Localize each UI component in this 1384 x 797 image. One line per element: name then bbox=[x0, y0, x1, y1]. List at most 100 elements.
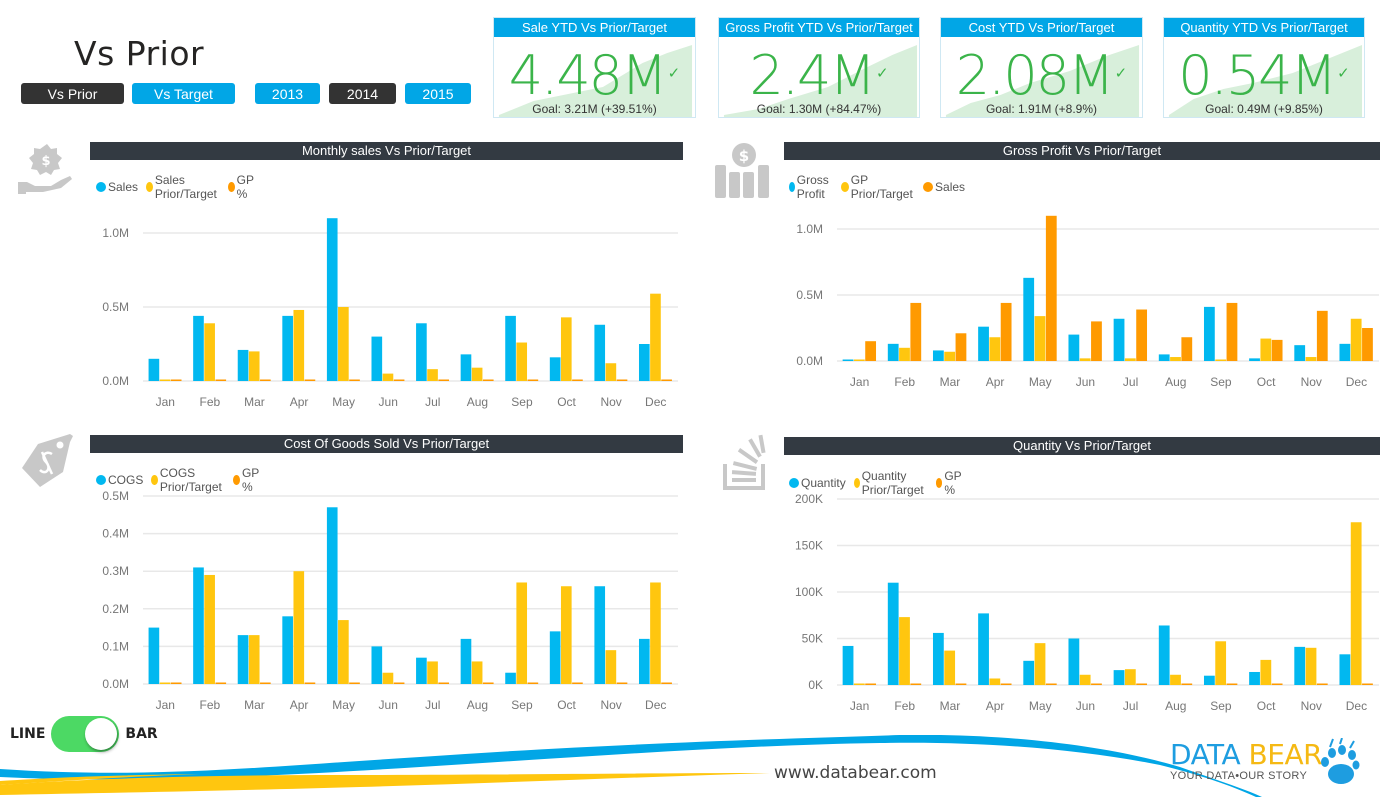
bar-cogs-jan[interactable] bbox=[148, 627, 160, 684]
bar-gp--jun[interactable] bbox=[1091, 683, 1102, 686]
bar-gp--sep[interactable] bbox=[527, 379, 539, 382]
bar-sales-prior-target-mar[interactable] bbox=[248, 351, 260, 381]
bar-sales-prior-target-aug[interactable] bbox=[471, 367, 483, 381]
bar-quantity-prior-target-apr[interactable] bbox=[989, 678, 1001, 685]
bar-sales-jan[interactable] bbox=[148, 358, 160, 381]
bar-quantity-dec[interactable] bbox=[1339, 654, 1351, 685]
bar-gp--aug[interactable] bbox=[482, 682, 494, 684]
bar-gp--nov[interactable] bbox=[1316, 683, 1328, 686]
bar-gp--dec[interactable] bbox=[1362, 683, 1373, 686]
bar-quantity-jan[interactable] bbox=[842, 645, 854, 685]
bar-sales-prior-target-nov[interactable] bbox=[605, 363, 617, 381]
bar-gp-prior-target-may[interactable] bbox=[1034, 316, 1046, 361]
bar-gp--dec[interactable] bbox=[661, 682, 672, 684]
bar-gp--apr[interactable] bbox=[304, 379, 316, 382]
bar-cogs-dec[interactable] bbox=[638, 638, 650, 684]
bar-gp--sep[interactable] bbox=[1226, 683, 1238, 686]
legend-item-sales[interactable]: Sales bbox=[923, 180, 965, 194]
bar-gp--feb[interactable] bbox=[910, 683, 922, 686]
legend-item-quantity[interactable]: Quantity bbox=[789, 476, 846, 490]
legend-item-sales[interactable]: Sales bbox=[96, 180, 138, 194]
bar-gross-profit-apr[interactable] bbox=[978, 326, 989, 361]
bar-gross-profit-aug[interactable] bbox=[1158, 354, 1170, 361]
bar-quantity-nov[interactable] bbox=[1294, 646, 1306, 685]
bar-gp--apr[interactable] bbox=[1000, 683, 1012, 686]
bar-quantity-mar[interactable] bbox=[932, 632, 944, 685]
bar-gp--aug[interactable] bbox=[1181, 683, 1193, 686]
chart-gross-profit[interactable]: 0.0M 0.5M 1.0M Jan Feb Mar Apr May Jun Jul Aug Sep O… bbox=[784, 200, 1384, 420]
bar-gp-prior-target-jan[interactable] bbox=[853, 359, 865, 362]
bar-quantity-prior-target-nov[interactable] bbox=[1305, 647, 1317, 685]
legend-item-gp-pct[interactable]: GP % bbox=[228, 173, 257, 201]
bar-cogs-prior-target-feb[interactable] bbox=[204, 574, 215, 684]
bar-sales-nov[interactable] bbox=[1316, 310, 1328, 361]
legend-item-gp-pct[interactable]: GP % bbox=[233, 466, 262, 494]
bar-gp-prior-target-nov[interactable] bbox=[1305, 357, 1317, 361]
chart-cogs[interactable]: 0.0M 0.1M 0.2M 0.3M 0.4M 0.5M Jan Feb Mar Apr May J… bbox=[90, 485, 680, 712]
bar-gp--nov[interactable] bbox=[616, 682, 628, 684]
bar-gp--jul[interactable] bbox=[438, 379, 450, 382]
bar-cogs-jul[interactable] bbox=[416, 657, 427, 684]
bar-sales-aug[interactable] bbox=[460, 354, 472, 381]
bar-gp--may[interactable] bbox=[349, 379, 360, 382]
bar-gp-prior-target-oct[interactable] bbox=[1260, 338, 1272, 361]
bar-cogs-prior-target-aug[interactable] bbox=[471, 661, 483, 684]
legend-item-gp-pct[interactable]: GP % bbox=[935, 469, 965, 497]
bar-gp--mar[interactable] bbox=[955, 683, 967, 686]
slicer-year-2014[interactable]: 2014 bbox=[329, 83, 396, 104]
bar-quantity-prior-target-oct[interactable] bbox=[1260, 659, 1272, 685]
bar-gp-prior-target-aug[interactable] bbox=[1170, 357, 1181, 361]
bar-gross-profit-feb[interactable] bbox=[887, 343, 899, 361]
bar-sales-dec[interactable] bbox=[1362, 328, 1373, 361]
bar-sales-prior-target-jul[interactable] bbox=[427, 369, 438, 381]
bar-cogs-nov[interactable] bbox=[594, 586, 606, 684]
legend-item-gp-prior[interactable]: GP Prior/Target bbox=[841, 173, 915, 201]
bar-quantity-prior-target-may[interactable] bbox=[1034, 643, 1046, 685]
bar-sales-may[interactable] bbox=[326, 218, 338, 381]
kpi-card-quantity[interactable]: Quantity YTD Vs Prior/Target 0.54M ✓ Goal… bbox=[1163, 17, 1365, 118]
bar-gp--jul[interactable] bbox=[1136, 683, 1148, 686]
bar-gp-prior-target-jun[interactable] bbox=[1079, 358, 1091, 361]
bar-quantity-prior-target-mar[interactable] bbox=[944, 650, 956, 685]
legend-item-quantity-prior[interactable]: Quantity Prior/Target bbox=[853, 469, 928, 497]
legend-item-cogs-prior[interactable]: COGS Prior/Target bbox=[151, 466, 225, 494]
chart-quantity[interactable]: 0K 50K 100K 150K 200K Jan Feb Mar Apr May Jun Jul Au… bbox=[784, 490, 1384, 715]
kpi-card-cost[interactable]: Cost YTD Vs Prior/Target 2.08M ✓ Goal: 1.… bbox=[940, 17, 1143, 118]
bar-sales-prior-target-oct[interactable] bbox=[560, 317, 572, 381]
bar-quantity-feb[interactable] bbox=[887, 582, 899, 685]
slicer-vs-target[interactable]: Vs Target bbox=[132, 83, 235, 104]
bar-sales-prior-target-apr[interactable] bbox=[293, 309, 305, 381]
bar-gross-profit-dec[interactable] bbox=[1339, 343, 1351, 361]
bar-cogs-prior-target-mar[interactable] bbox=[248, 635, 260, 684]
bar-gp--feb[interactable] bbox=[215, 379, 227, 382]
bar-sales-apr[interactable] bbox=[1000, 302, 1012, 361]
bar-gross-profit-jul[interactable] bbox=[1113, 318, 1125, 361]
bar-gp--jan[interactable] bbox=[170, 682, 182, 684]
bar-quantity-prior-target-jan[interactable] bbox=[853, 683, 865, 686]
bar-sales-feb[interactable] bbox=[193, 315, 204, 381]
bar-cogs-mar[interactable] bbox=[237, 635, 249, 684]
bar-gp--oct[interactable] bbox=[572, 379, 583, 382]
bar-sales-prior-target-sep[interactable] bbox=[516, 342, 528, 381]
bar-cogs-prior-target-jun[interactable] bbox=[382, 672, 394, 684]
bar-quantity-prior-target-feb[interactable] bbox=[899, 617, 910, 685]
bar-cogs-prior-target-may[interactable] bbox=[338, 620, 349, 684]
bar-gp--jan[interactable] bbox=[170, 379, 182, 382]
bar-quantity-prior-target-sep[interactable] bbox=[1215, 641, 1227, 685]
chart-monthly-sales[interactable]: 0.0M 0.5M 1.0M Jan Feb Mar Apr May Jun Jul Aug Sep O… bbox=[90, 200, 680, 410]
bar-cogs-prior-target-sep[interactable] bbox=[516, 582, 528, 684]
bar-sales-prior-target-jan[interactable] bbox=[159, 379, 171, 382]
kpi-card-sales[interactable]: Sale YTD Vs Prior/Target 4.48M ✓ Goal: 3.… bbox=[493, 17, 696, 118]
bar-quantity-may[interactable] bbox=[1023, 660, 1035, 685]
bar-quantity-prior-target-aug[interactable] bbox=[1170, 674, 1181, 685]
bar-sales-dec[interactable] bbox=[638, 344, 650, 381]
bar-gross-profit-may[interactable] bbox=[1023, 277, 1035, 361]
bar-sales-prior-target-may[interactable] bbox=[338, 307, 349, 381]
bar-cogs-aug[interactable] bbox=[460, 638, 472, 684]
line-bar-toggle[interactable] bbox=[51, 716, 120, 752]
bar-sales-prior-target-jun[interactable] bbox=[382, 373, 394, 381]
bar-cogs-prior-target-jan[interactable] bbox=[159, 682, 171, 685]
bar-sales-jun[interactable] bbox=[371, 336, 383, 381]
bar-gp-prior-target-sep[interactable] bbox=[1215, 359, 1227, 362]
bar-cogs-prior-target-oct[interactable] bbox=[560, 586, 572, 684]
